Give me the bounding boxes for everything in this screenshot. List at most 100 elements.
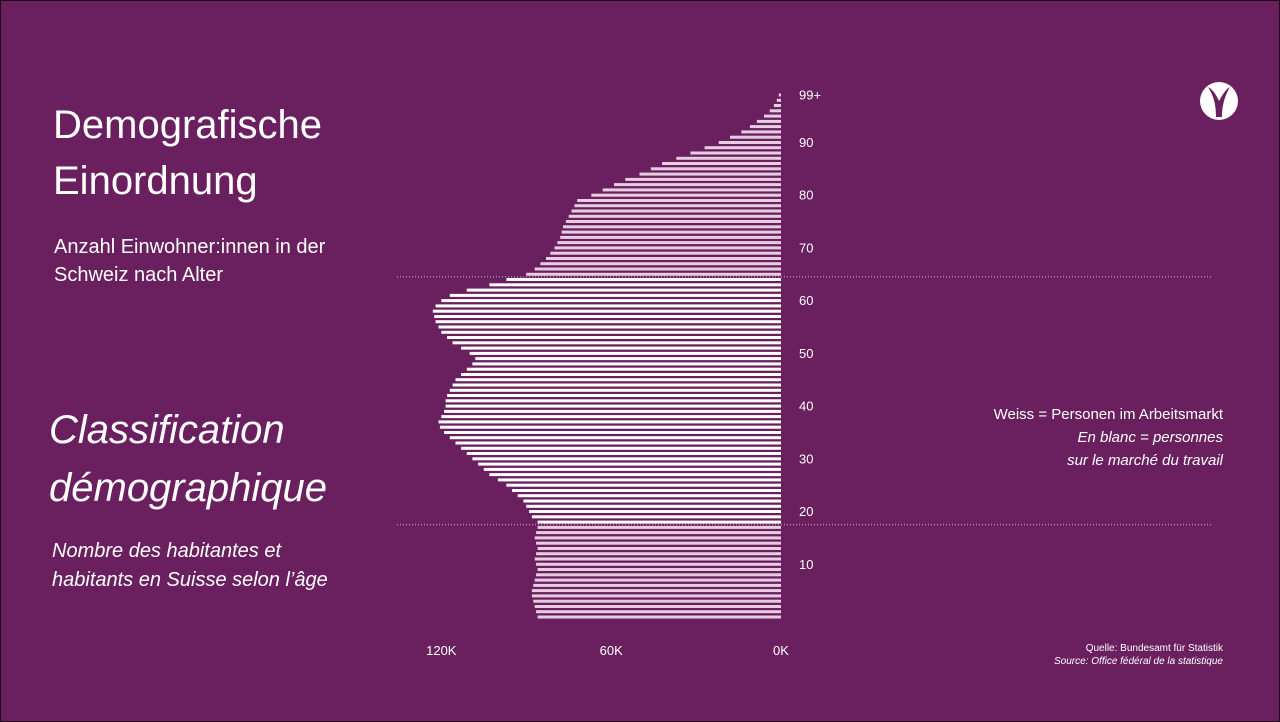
bar-age-31 [466,452,781,455]
bar-age-59 [435,304,781,308]
bar-age-92 [741,130,781,134]
title-french: Classification démographique [49,408,327,510]
bar-age-66 [534,267,781,271]
bar-age-86 [662,162,781,165]
bar-age-83 [625,177,781,181]
bar-age-71 [557,241,781,245]
bar-age-30 [472,457,781,461]
bar-age-44 [452,383,781,387]
bar-age-29 [478,462,781,466]
bar-age-58 [432,309,781,313]
bar-age-43 [449,388,781,392]
bar-age-49 [475,357,781,361]
bar-age-3 [533,599,781,603]
bar-age-61 [449,293,781,297]
chart-legend: Weiss = Personen im Arbeitsmarkt En blan… [994,403,1223,472]
bar-age-23 [517,494,781,498]
bar-age-91 [730,135,781,139]
bar-age-79 [577,199,781,202]
bar-age-45 [455,378,781,382]
bar-age-69 [550,251,781,255]
bar-age-55 [438,325,781,329]
bar-age-99 [778,93,781,97]
subtitle-french: Nombre des habitantes et habitants en Su… [52,540,328,591]
bar-age-64 [506,278,781,281]
bar-age-89 [704,146,781,150]
bar-age-40 [445,404,781,408]
bar-age-85 [650,167,781,171]
bar-age-22 [523,499,781,503]
bar-age-35 [444,431,781,434]
y-tick-label: 20 [799,504,813,519]
bar-age-24 [512,489,781,492]
bar-age-32 [461,446,781,450]
bar-age-11 [534,557,781,561]
bar-age-62 [466,288,781,292]
bar-age-76 [568,214,781,218]
bar-age-50 [469,351,781,355]
subtitle-german: Anzahl Einwohner:innen in der Schweiz na… [54,236,326,286]
bar-age-37 [438,420,781,424]
bar-age-0 [537,615,781,619]
bar-age-65 [526,272,781,276]
bar-age-48 [472,362,781,366]
bar-age-18 [537,520,781,524]
bar-age-26 [497,478,781,482]
bar-age-67 [540,262,781,266]
source-german: Quelle: Bundesamt für Statistik [1085,643,1223,654]
bar-age-15 [534,536,781,540]
source-note: Quelle: Bundesamt für Statistik Source: … [1054,642,1223,668]
y-tick-label: 10 [799,557,813,572]
bar-age-14 [536,541,781,545]
bar-age-95 [764,114,781,118]
y-tick-label: 40 [799,399,813,414]
bar-age-10 [536,562,781,566]
y-tick-label: 30 [799,451,813,466]
y-tick-label: 70 [799,240,813,255]
bar-age-68 [546,257,781,260]
bar-age-12 [536,552,781,556]
bar-age-54 [441,330,781,334]
bar-age-20 [529,510,781,513]
x-tick-label: 0K [773,643,789,658]
bar-age-28 [483,467,781,471]
bar-age-87 [676,156,781,160]
bar-age-13 [537,547,781,550]
bar-age-42 [447,394,781,397]
bar-age-82 [614,183,781,187]
title-german: Demografische Einordnung [53,103,323,203]
bar-age-47 [466,367,781,371]
legend-french-line1: En blanc = personnes [1077,429,1223,446]
x-tick-label: 60K [600,643,623,658]
bar-age-38 [441,415,781,419]
source-french: Source: Office fédéral de la statistique [1054,656,1223,667]
bar-age-1 [536,610,781,614]
bar-age-60 [441,299,781,303]
bar-age-96 [769,109,781,113]
y-tick-label: 99+ [799,88,821,103]
bar-age-88 [690,151,781,155]
bar-age-51 [461,346,781,350]
bar-age-33 [455,441,781,445]
legend-french-line2: sur le marché du travail [1067,452,1223,469]
y-tick-label: 90 [799,135,813,150]
bar-age-73 [561,230,781,234]
bar-age-39 [444,409,781,413]
bar-age-80 [591,193,781,197]
bar-age-9 [537,568,781,571]
bar-age-7 [534,578,781,582]
bar-age-8 [536,573,781,577]
bar-age-97 [773,104,781,107]
y-logo-icon [1200,82,1238,120]
y-tick-label: 80 [799,188,813,203]
bar-age-56 [435,320,781,324]
bar-age-57 [434,315,781,318]
bar-age-90 [718,141,781,144]
bar-age-78 [574,204,781,208]
bar-age-19 [531,515,781,519]
bar-age-21 [526,504,781,508]
bar-age-46 [461,373,781,376]
bar-age-94 [756,119,781,123]
